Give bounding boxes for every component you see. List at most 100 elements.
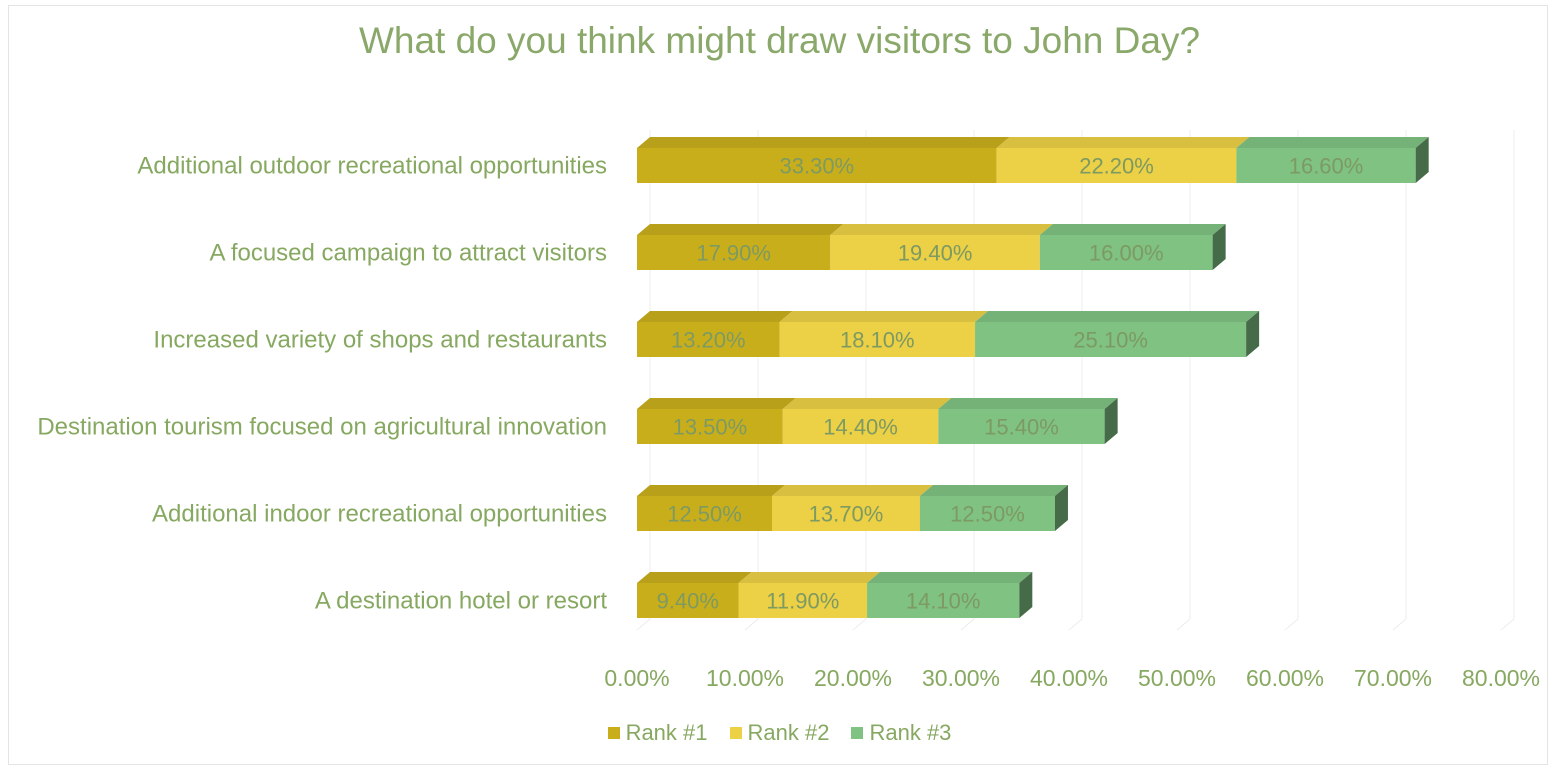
bar-top-face xyxy=(830,224,1053,235)
data-label: 16.00% xyxy=(1089,241,1164,266)
legend-label: Rank #3 xyxy=(869,720,952,745)
bar-segment xyxy=(637,322,780,357)
bar-row: 33.30% 22.20% 16.60% Additional outdoor rec… xyxy=(137,137,1429,183)
legend-item: Rank #2 xyxy=(729,720,830,746)
bar-segment xyxy=(637,409,783,444)
data-label: 17.90% xyxy=(696,241,771,266)
gridline-floor xyxy=(1500,618,1515,631)
x-tick-label: 0.00% xyxy=(604,665,669,691)
gridline-floor xyxy=(1068,618,1083,631)
legend-swatch xyxy=(851,727,864,739)
bar-top-face xyxy=(637,224,844,235)
bar-segment xyxy=(779,322,976,357)
bar-top-face xyxy=(637,572,752,583)
bar-top-face xyxy=(772,485,933,496)
x-tick-label: 70.00% xyxy=(1354,665,1432,691)
bar-top-face xyxy=(779,311,989,322)
legend-swatch xyxy=(729,727,742,739)
bar-side-face xyxy=(1054,485,1068,531)
category-label: Destination tourism focused on agricultu… xyxy=(37,414,607,441)
gridline-floor xyxy=(1284,618,1299,631)
data-label: 14.10% xyxy=(906,589,981,614)
data-label: 13.20% xyxy=(671,328,746,353)
x-tick-label: 10.00% xyxy=(706,665,784,691)
bar-segment xyxy=(975,322,1247,357)
bar-segment xyxy=(772,496,920,531)
data-label: 22.20% xyxy=(1079,154,1154,179)
gridline-floor xyxy=(960,618,975,631)
data-label: 16.60% xyxy=(1289,154,1364,179)
bar-side-face xyxy=(1246,311,1260,357)
data-label: 9.40% xyxy=(657,589,719,614)
x-axis-ticks: 0.00% 10.00% 20.00% 30.00% 40.00% 50.00% 60.00… xyxy=(604,665,1540,691)
bar-top-face xyxy=(867,572,1033,583)
data-label: 25.10% xyxy=(1073,328,1148,353)
bar-side-face xyxy=(1019,572,1033,618)
bar-row: 17.90% 19.40% 16.00% A focused campaign to … xyxy=(209,224,1226,270)
data-label: 18.10% xyxy=(840,328,915,353)
bar-top-face xyxy=(637,398,796,409)
data-label: 13.70% xyxy=(809,502,884,527)
bar-top-face xyxy=(1236,137,1429,148)
bar-top-face xyxy=(637,137,1010,148)
bar-row: 9.40% 11.90% 14.10% A destination hotel or … xyxy=(315,572,1033,618)
category-label: Increased variety of shops and restauran… xyxy=(153,327,607,354)
bar-row: 12.50% 13.70% 12.50% Additional indoor recr… xyxy=(152,485,1068,531)
x-tick-label: 50.00% xyxy=(1138,665,1216,691)
bar-top-face xyxy=(938,398,1118,409)
bar-side-face xyxy=(1415,137,1429,183)
gridline-floor xyxy=(1176,618,1191,631)
bar-top-face xyxy=(919,485,1068,496)
legend-item: Rank #1 xyxy=(607,720,708,746)
bar-segment xyxy=(938,409,1105,444)
bar-top-face xyxy=(996,137,1250,148)
category-label: A destination hotel or resort xyxy=(315,588,608,615)
gridline-floor xyxy=(1392,618,1407,631)
bar-side-face xyxy=(1104,398,1118,444)
legend-swatch xyxy=(607,727,620,739)
category-label: Additional indoor recreational opportuni… xyxy=(152,501,607,528)
bar-segment xyxy=(1039,235,1213,270)
bar-segment xyxy=(637,235,831,270)
bar-segment xyxy=(782,409,939,444)
data-label: 15.40% xyxy=(984,415,1059,440)
chart-legend: Rank #1 Rank #2 Rank #3 xyxy=(0,720,1559,746)
bar-segment xyxy=(738,583,868,618)
bar-segment xyxy=(637,148,997,183)
bar-top-face xyxy=(975,311,1260,322)
bar-row: 13.50% 14.40% 15.40% Destination tourism fo… xyxy=(37,398,1118,444)
gridline-floor xyxy=(744,618,759,631)
bar-segment xyxy=(1236,148,1416,183)
x-tick-label: 20.00% xyxy=(814,665,892,691)
category-label: A focused campaign to attract visitors xyxy=(209,240,607,267)
data-label: 11.90% xyxy=(766,589,839,614)
bar-side-face xyxy=(1212,224,1226,270)
x-tick-label: 30.00% xyxy=(922,665,1000,691)
gridline-floor xyxy=(852,618,867,631)
gridline-floor xyxy=(636,618,651,631)
data-label: 13.50% xyxy=(673,415,748,440)
bar-row: 13.20% 18.10% 25.10% Increased variety of s… xyxy=(153,311,1260,357)
data-label: 12.50% xyxy=(667,502,742,527)
bar-segment xyxy=(637,496,772,531)
legend-item: Rank #3 xyxy=(851,720,951,746)
x-tick-label: 80.00% xyxy=(1462,665,1540,691)
bar-segment xyxy=(996,148,1237,183)
bar-segment xyxy=(919,496,1055,531)
bar-segment xyxy=(830,235,1040,270)
bar-segment xyxy=(637,583,739,618)
data-label: 12.50% xyxy=(950,502,1025,527)
legend-label: Rank #2 xyxy=(747,720,830,745)
bar-segment xyxy=(867,583,1020,618)
chart-frame xyxy=(8,5,1548,765)
data-label: 14.40% xyxy=(823,415,898,440)
gridlines xyxy=(636,130,1515,631)
bar-top-face xyxy=(637,311,793,322)
category-label: Additional outdoor recreational opportun… xyxy=(137,153,607,180)
bar-top-face xyxy=(637,485,785,496)
data-label: 33.30% xyxy=(780,154,855,179)
x-tick-label: 40.00% xyxy=(1030,665,1108,691)
legend-label: Rank #1 xyxy=(625,720,708,745)
bar-top-face xyxy=(1039,224,1226,235)
